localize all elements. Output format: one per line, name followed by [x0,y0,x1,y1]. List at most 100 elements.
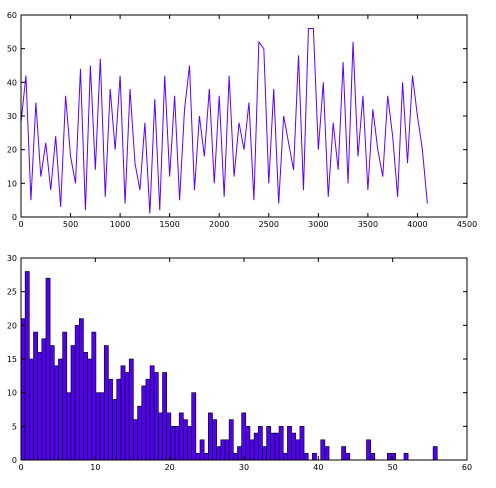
hist-bar [83,351,88,461]
x-tick-label: 4500 [457,220,477,229]
hist-bar [312,452,317,461]
y-tick-label: 25 [7,288,17,297]
hist-bar [124,372,130,461]
hist-bar [149,365,155,461]
y-tick-label: 10 [7,179,17,188]
hist-bar [295,439,301,461]
hist-bar [29,358,34,461]
hist-bar [341,446,346,461]
hist-bar [174,426,180,461]
hist-bar [224,439,230,461]
hist-bar [116,378,122,461]
hist-bar [228,419,234,461]
x-tick-label: 10 [90,463,100,472]
hist-bar [166,412,172,461]
y-tick-label: 10 [7,389,17,398]
hist-bar [37,351,43,461]
y-tick-label: 60 [7,11,17,20]
hist-bar [62,331,68,461]
hist-bar [370,452,376,461]
hist-bar [366,439,371,461]
hist-bar [33,331,38,461]
x-tick-label: 3000 [308,220,328,229]
hist-bar [270,432,276,461]
hist-bar [324,446,330,461]
hist-bar [303,452,309,461]
x-tick-label: 1500 [159,220,179,229]
hist-bar [195,452,201,461]
axes-frame [20,14,468,218]
hist-bar [91,331,97,461]
hist-bar [41,338,47,461]
y-tick-label: 5 [12,422,17,431]
y-tick-label: 0 [12,456,17,465]
hist-bar [137,405,143,461]
y-tick-label: 30 [7,112,17,121]
x-tick-label: 40 [313,463,323,472]
hist-bar [216,446,222,461]
hist-bar [103,345,109,461]
x-tick-label: 50 [388,463,398,472]
hist-bar [58,358,63,461]
hist-bar [320,439,326,461]
hist-bar [299,426,305,461]
hist-bar [108,378,113,461]
y-tick-label: 15 [7,355,17,364]
hist-bar [432,446,438,461]
hist-bar [49,345,55,461]
hist-bar [162,372,167,461]
hist-bar [387,452,392,461]
hist-bar [66,392,72,461]
hist-bar [245,426,251,461]
hist-bar [345,452,351,461]
hist-bar [128,358,134,461]
hist-bar [153,372,159,461]
hist-bar [208,412,213,461]
hist-bar [262,446,267,461]
hist-bar [141,385,147,461]
hist-bar [274,432,280,461]
hist-bar [24,271,30,461]
hist-bar [178,412,184,461]
x-tick-label: 20 [165,463,175,472]
y-tick-label: 20 [7,146,17,155]
hist-bar [183,419,188,461]
y-tick-label: 40 [7,78,17,87]
x-tick-label: 60 [462,463,472,472]
x-tick-label: 500 [63,220,78,229]
hist-bar [99,392,105,461]
hist-bar [266,426,272,461]
hist-bar [199,439,205,461]
x-tick-label: 0 [18,220,23,229]
hist-bar [291,432,297,461]
hist-bar [87,358,93,461]
hist-bar [278,426,284,461]
hist-bar [237,446,242,461]
hist-bar [112,399,118,461]
hist-bar [212,419,217,461]
hist-bar [203,452,209,461]
hist-bar [133,419,138,461]
hist-bar [241,412,247,461]
hist-bar [249,439,255,461]
data-line [20,27,428,214]
hist-bar [120,365,126,461]
hist-bar [145,378,151,461]
hist-bar [220,439,226,461]
x-tick-label: 30 [239,463,249,472]
hist-bar [287,426,292,461]
x-tick-label: 0 [18,463,23,472]
y-tick-label: 0 [12,213,17,222]
hist-bar [257,426,263,461]
x-tick-label: 2000 [209,220,229,229]
hist-bar [158,412,163,461]
hist-bar [78,318,84,461]
hist-bar [45,277,51,461]
hist-bar [95,392,101,461]
hist-bar [391,452,396,461]
hist-bar [191,392,197,461]
y-tick-label: 20 [7,321,17,330]
hist-bar [282,452,288,461]
